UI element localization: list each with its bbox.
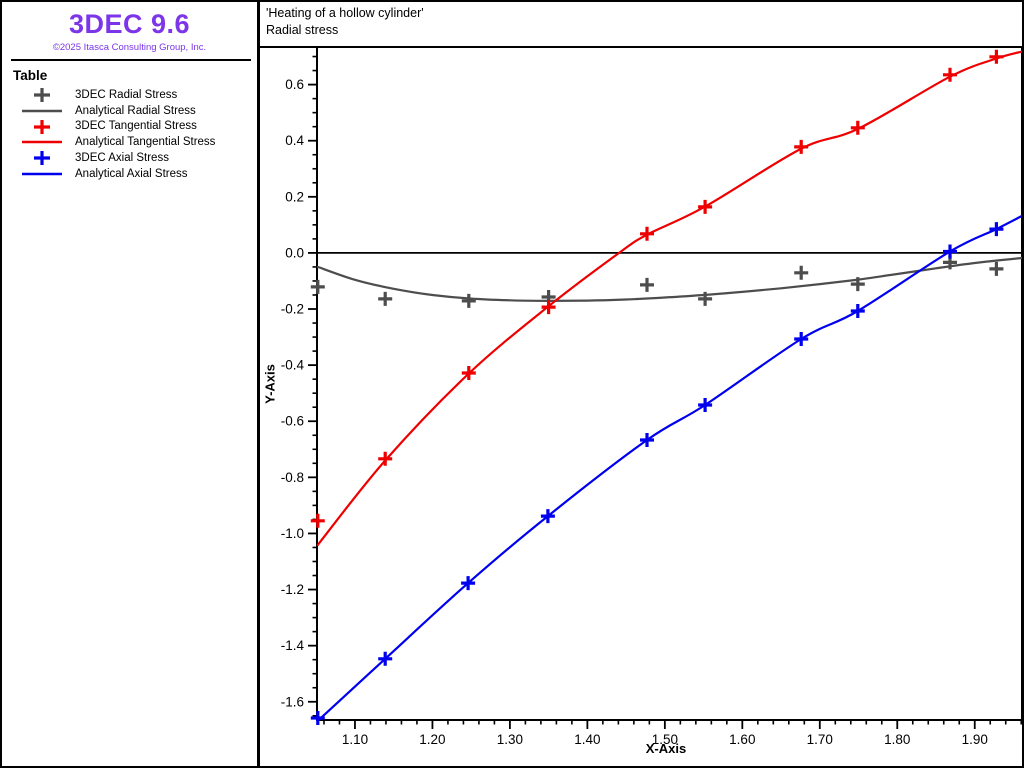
x-tick-label: 1.90 bbox=[962, 732, 988, 747]
legend-item-label: Analytical Tangential Stress bbox=[75, 136, 216, 149]
y-tick-label: -0.4 bbox=[281, 358, 305, 373]
legend-item: 3DEC Tangential Stress bbox=[20, 119, 215, 135]
y-tick-label: 0.0 bbox=[285, 245, 304, 260]
data-point-marker bbox=[989, 261, 1004, 276]
legend-item: 3DEC Radial Stress bbox=[20, 87, 215, 103]
data-point-marker bbox=[310, 279, 325, 294]
legend-item-label: Analytical Radial Stress bbox=[75, 104, 196, 117]
x-axis-label: X-Axis bbox=[645, 741, 687, 756]
plus-marker-icon bbox=[20, 87, 64, 103]
plus-marker-icon bbox=[20, 150, 64, 166]
chart-title-block: 'Heating of a hollow cylinder' Radial st… bbox=[266, 5, 424, 39]
legend-item-label: 3DEC Axial Stress bbox=[75, 152, 169, 165]
x-tick-label: 1.80 bbox=[884, 732, 910, 747]
x-tick-label: 1.20 bbox=[419, 732, 445, 747]
x-tick-label: 1.30 bbox=[497, 732, 523, 747]
data-point-marker bbox=[378, 291, 393, 306]
app-logo: 3DEC 9.6 bbox=[68, 9, 191, 39]
y-tick-label: -0.2 bbox=[281, 302, 304, 317]
y-tick-label: -1.4 bbox=[281, 638, 305, 653]
plot-frame bbox=[316, 46, 1022, 721]
chart-subtitle: Radial stress bbox=[266, 23, 339, 37]
legend-item-label: 3DEC Radial Stress bbox=[75, 88, 178, 101]
line-marker-icon bbox=[20, 134, 64, 150]
chart-title: 'Heating of a hollow cylinder' bbox=[266, 6, 424, 20]
legend-item: Analytical Axial Stress bbox=[20, 166, 215, 182]
legend-item-label: Analytical Axial Stress bbox=[75, 167, 188, 180]
copyright-text: ©2025 Itasca Consulting Group, Inc. bbox=[52, 42, 207, 53]
legend: 3DEC Radial Stress Analytical Radial Stre… bbox=[20, 87, 215, 182]
data-point-marker bbox=[310, 711, 325, 725]
legend-item-label: 3DEC Tangential Stress bbox=[75, 120, 197, 133]
sidebar-divider bbox=[11, 59, 251, 61]
data-point-marker bbox=[461, 293, 476, 308]
data-point-marker bbox=[378, 451, 393, 466]
x-tick-label: 1.70 bbox=[807, 732, 833, 747]
sidebar-separator bbox=[257, 2, 260, 766]
y-tick-label: 0.4 bbox=[285, 133, 304, 148]
y-tick-label: -1.0 bbox=[281, 526, 304, 541]
series-3dec-radial-stress bbox=[310, 255, 1004, 308]
line-marker-icon bbox=[20, 103, 64, 119]
x-tick-label: 1.60 bbox=[729, 732, 755, 747]
y-tick-label: 0.2 bbox=[285, 189, 304, 204]
legend-item: Analytical Radial Stress bbox=[20, 103, 215, 119]
y-tick-label: -1.6 bbox=[281, 694, 304, 709]
series-analytical-axial-stress bbox=[316, 214, 1022, 722]
legend-item: 3DEC Axial Stress bbox=[20, 150, 215, 166]
x-tick-label: 1.50 bbox=[652, 732, 678, 747]
plus-marker-icon bbox=[20, 119, 64, 135]
axis-ticks: 1.10 1.20 1.30 1.40 1.50 1.60 1.70 1.80 1.90 0.6 0… bbox=[281, 55, 1022, 747]
series-3dec-tangential-stress bbox=[310, 49, 1004, 528]
data-point-marker bbox=[640, 277, 654, 292]
y-tick-label: -0.6 bbox=[281, 414, 304, 429]
series-analytical-tangential-stress bbox=[316, 50, 1022, 546]
series-analytical-radial-stress bbox=[316, 256, 1022, 302]
y-axis-label: Y-Axis bbox=[262, 364, 278, 404]
x-tick-label: 1.40 bbox=[574, 732, 600, 747]
y-tick-label: 0.6 bbox=[285, 77, 304, 92]
y-tick-label: -0.8 bbox=[281, 470, 304, 485]
legend-title: Table bbox=[13, 68, 48, 83]
legend-item: Analytical Tangential Stress bbox=[20, 134, 215, 150]
y-tick-label: -1.2 bbox=[281, 582, 304, 597]
data-point-marker bbox=[794, 265, 809, 280]
x-tick-label: 1.10 bbox=[342, 732, 368, 747]
data-point-marker bbox=[310, 513, 325, 528]
line-marker-icon bbox=[20, 166, 64, 182]
